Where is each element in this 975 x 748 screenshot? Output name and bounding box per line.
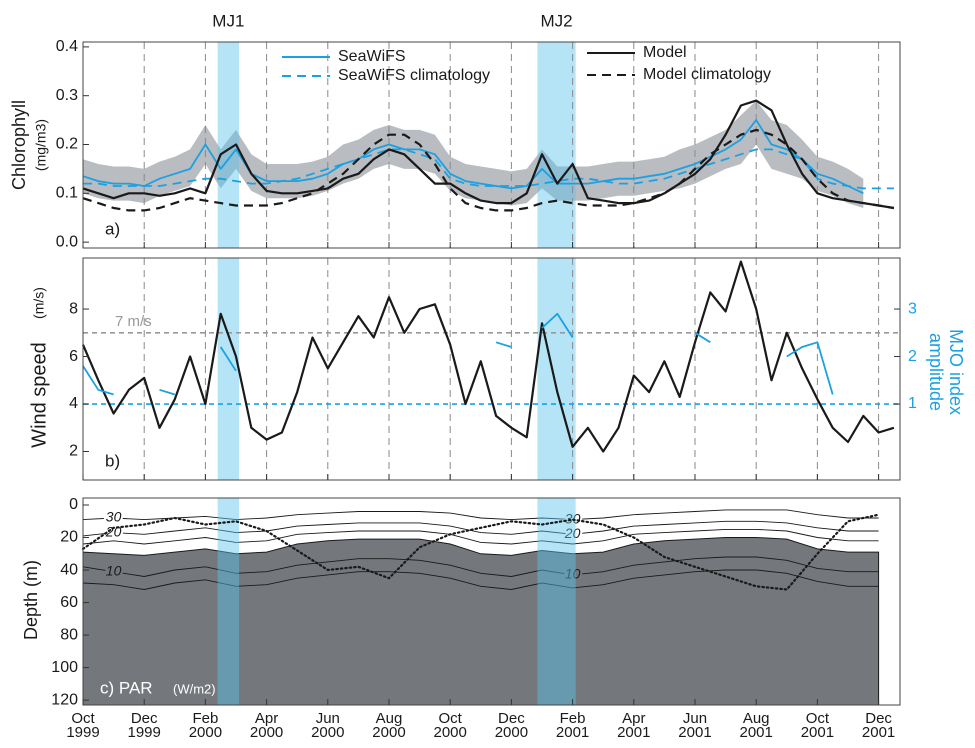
y-axis-unit: (mg/m3) (33, 119, 49, 171)
y2-tick-label: 1 (908, 395, 917, 412)
mjo-event-band (537, 42, 576, 248)
y-tick-label: 4 (69, 395, 78, 412)
y-tick-label: 0.4 (56, 38, 78, 55)
y-tick-label: 40 (60, 561, 78, 578)
y-axis-label: Chlorophyll (9, 100, 29, 190)
light-limited-zone (82, 537, 880, 706)
series-line (83, 148, 894, 190)
x-tick-label: Dec 2001 (861, 710, 896, 741)
plot-frame (82, 497, 901, 706)
contour-label: 10 (106, 562, 122, 578)
mjo-event-band (537, 498, 576, 705)
par-contour (82, 528, 879, 545)
y-tick-label: 2 (69, 443, 78, 460)
x-tick-label: Apr 2001 (617, 710, 651, 741)
x-tick-label: Apr 2000 (249, 710, 284, 741)
legend-label: SeaWiFS (338, 48, 406, 65)
contour-label: 20 (105, 523, 122, 539)
series-line (81, 260, 895, 453)
series-line (82, 99, 895, 210)
contour-label: 10 (565, 566, 581, 582)
x-tick-label: Feb 2000 (188, 710, 223, 741)
series-line (82, 128, 895, 212)
event-label: MJ2 (540, 11, 572, 30)
y2-tick-label: 2 (908, 348, 917, 365)
y-tick-label: 0.2 (56, 136, 78, 153)
x-tick-label: Jun 2001 (678, 710, 712, 741)
plot-frame (82, 257, 901, 481)
y-tick-label: 60 (60, 594, 78, 611)
y-tick-label: 0.3 (56, 87, 78, 104)
mjo-event-band (537, 258, 576, 480)
contour-label: 30 (565, 510, 581, 526)
series-line (82, 119, 864, 195)
legend-label: SeaWiFS climatology (338, 67, 490, 84)
panel-label: a) (105, 219, 120, 238)
y-tick-label: 20 (60, 529, 78, 546)
y2-tick-label: 3 (908, 300, 917, 317)
x-tick-label: Aug 2000 (372, 710, 406, 741)
x-tick-label: Feb 2001 (555, 710, 590, 741)
x-tick-label: Oct 2000 (433, 710, 467, 741)
y-tick-label: 0.1 (56, 185, 78, 202)
y-axis-unit: (m/s) (31, 287, 47, 319)
mjo-event-band (217, 42, 240, 248)
legend-label: Model (643, 44, 687, 61)
y-tick-label: 120 (51, 691, 78, 708)
x-tick-label: Dec 2000 (494, 710, 529, 741)
series-line (82, 312, 834, 396)
threshold-label: 7 m/s (115, 313, 152, 330)
panel-label: b) (105, 451, 120, 470)
y-axis-label: Depth (m) (21, 560, 41, 640)
mjo-event-band (217, 258, 240, 480)
y-tick-label: 0 (69, 496, 78, 513)
panel-label: c) PAR (100, 678, 153, 697)
par-contour (82, 556, 879, 577)
x-tick-label: Aug 2001 (739, 710, 773, 741)
y-tick-label: 6 (69, 348, 78, 365)
y-tick-label: 80 (60, 626, 78, 643)
y-tick-label: 0.0 (56, 233, 78, 250)
y-tick-label: 100 (51, 659, 78, 676)
legend-label: Model climatology (643, 66, 771, 83)
x-tick-label: Dec 1999 (127, 710, 161, 741)
par-contour (82, 520, 879, 537)
panel-unit: (W/m2) (173, 681, 216, 696)
x-tick-label: Oct 2001 (800, 710, 835, 741)
y2-axis-label: MJO index amplitude (926, 328, 966, 416)
par-contour (82, 509, 879, 521)
x-tick-label: Jun 2000 (311, 710, 345, 741)
mixed-layer-depth (81, 513, 880, 591)
event-label: MJ1 (212, 11, 244, 30)
contour-label: 30 (106, 509, 122, 525)
y-axis-label: Wind speed (28, 342, 50, 448)
x-tick-label: Oct 1999 (66, 710, 100, 741)
par-contour (82, 569, 879, 590)
y-tick-label: 8 (69, 300, 78, 317)
mjo-event-band (217, 498, 240, 705)
contour-label: 20 (564, 525, 581, 541)
